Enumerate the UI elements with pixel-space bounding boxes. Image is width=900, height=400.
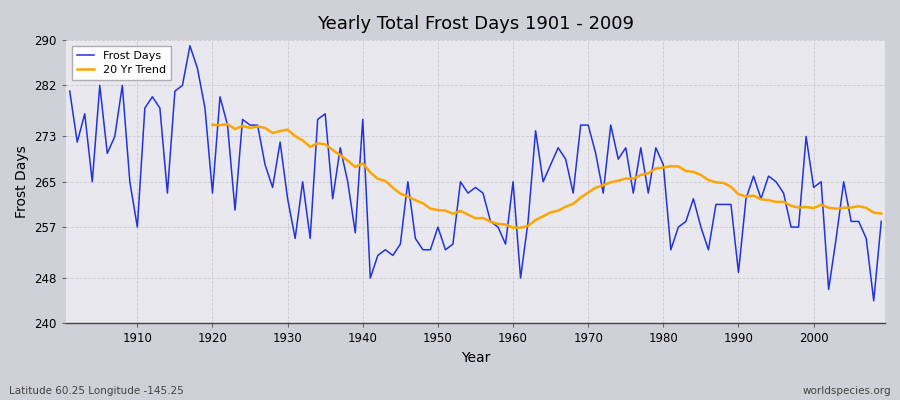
20 Yr Trend xyxy=(418,201,428,206)
Frost Days xyxy=(342,179,353,184)
Text: worldspecies.org: worldspecies.org xyxy=(803,386,891,396)
Frost Days xyxy=(297,179,308,184)
20 Yr Trend xyxy=(508,225,518,230)
Frost Days xyxy=(868,298,879,303)
Line: 20 Yr Trend: 20 Yr Trend xyxy=(212,124,881,228)
20 Yr Trend xyxy=(778,200,789,204)
20 Yr Trend xyxy=(876,211,886,216)
Frost Days xyxy=(508,179,518,184)
Frost Days xyxy=(124,179,135,184)
20 Yr Trend xyxy=(222,122,233,127)
X-axis label: Year: Year xyxy=(461,351,491,365)
Title: Yearly Total Frost Days 1901 - 2009: Yearly Total Frost Days 1901 - 2009 xyxy=(317,15,634,33)
Line: Frost Days: Frost Days xyxy=(69,46,881,301)
Y-axis label: Frost Days: Frost Days xyxy=(15,145,29,218)
20 Yr Trend xyxy=(207,122,218,127)
20 Yr Trend xyxy=(860,206,871,210)
20 Yr Trend xyxy=(688,170,698,174)
Frost Days xyxy=(606,123,616,128)
Frost Days xyxy=(64,89,75,94)
Frost Days xyxy=(876,219,886,224)
Text: Latitude 60.25 Longitude -145.25: Latitude 60.25 Longitude -145.25 xyxy=(9,386,184,396)
20 Yr Trend xyxy=(305,144,316,149)
20 Yr Trend xyxy=(793,205,804,210)
Legend: Frost Days, 20 Yr Trend: Frost Days, 20 Yr Trend xyxy=(71,46,171,80)
Frost Days xyxy=(515,276,526,280)
Frost Days xyxy=(184,43,195,48)
